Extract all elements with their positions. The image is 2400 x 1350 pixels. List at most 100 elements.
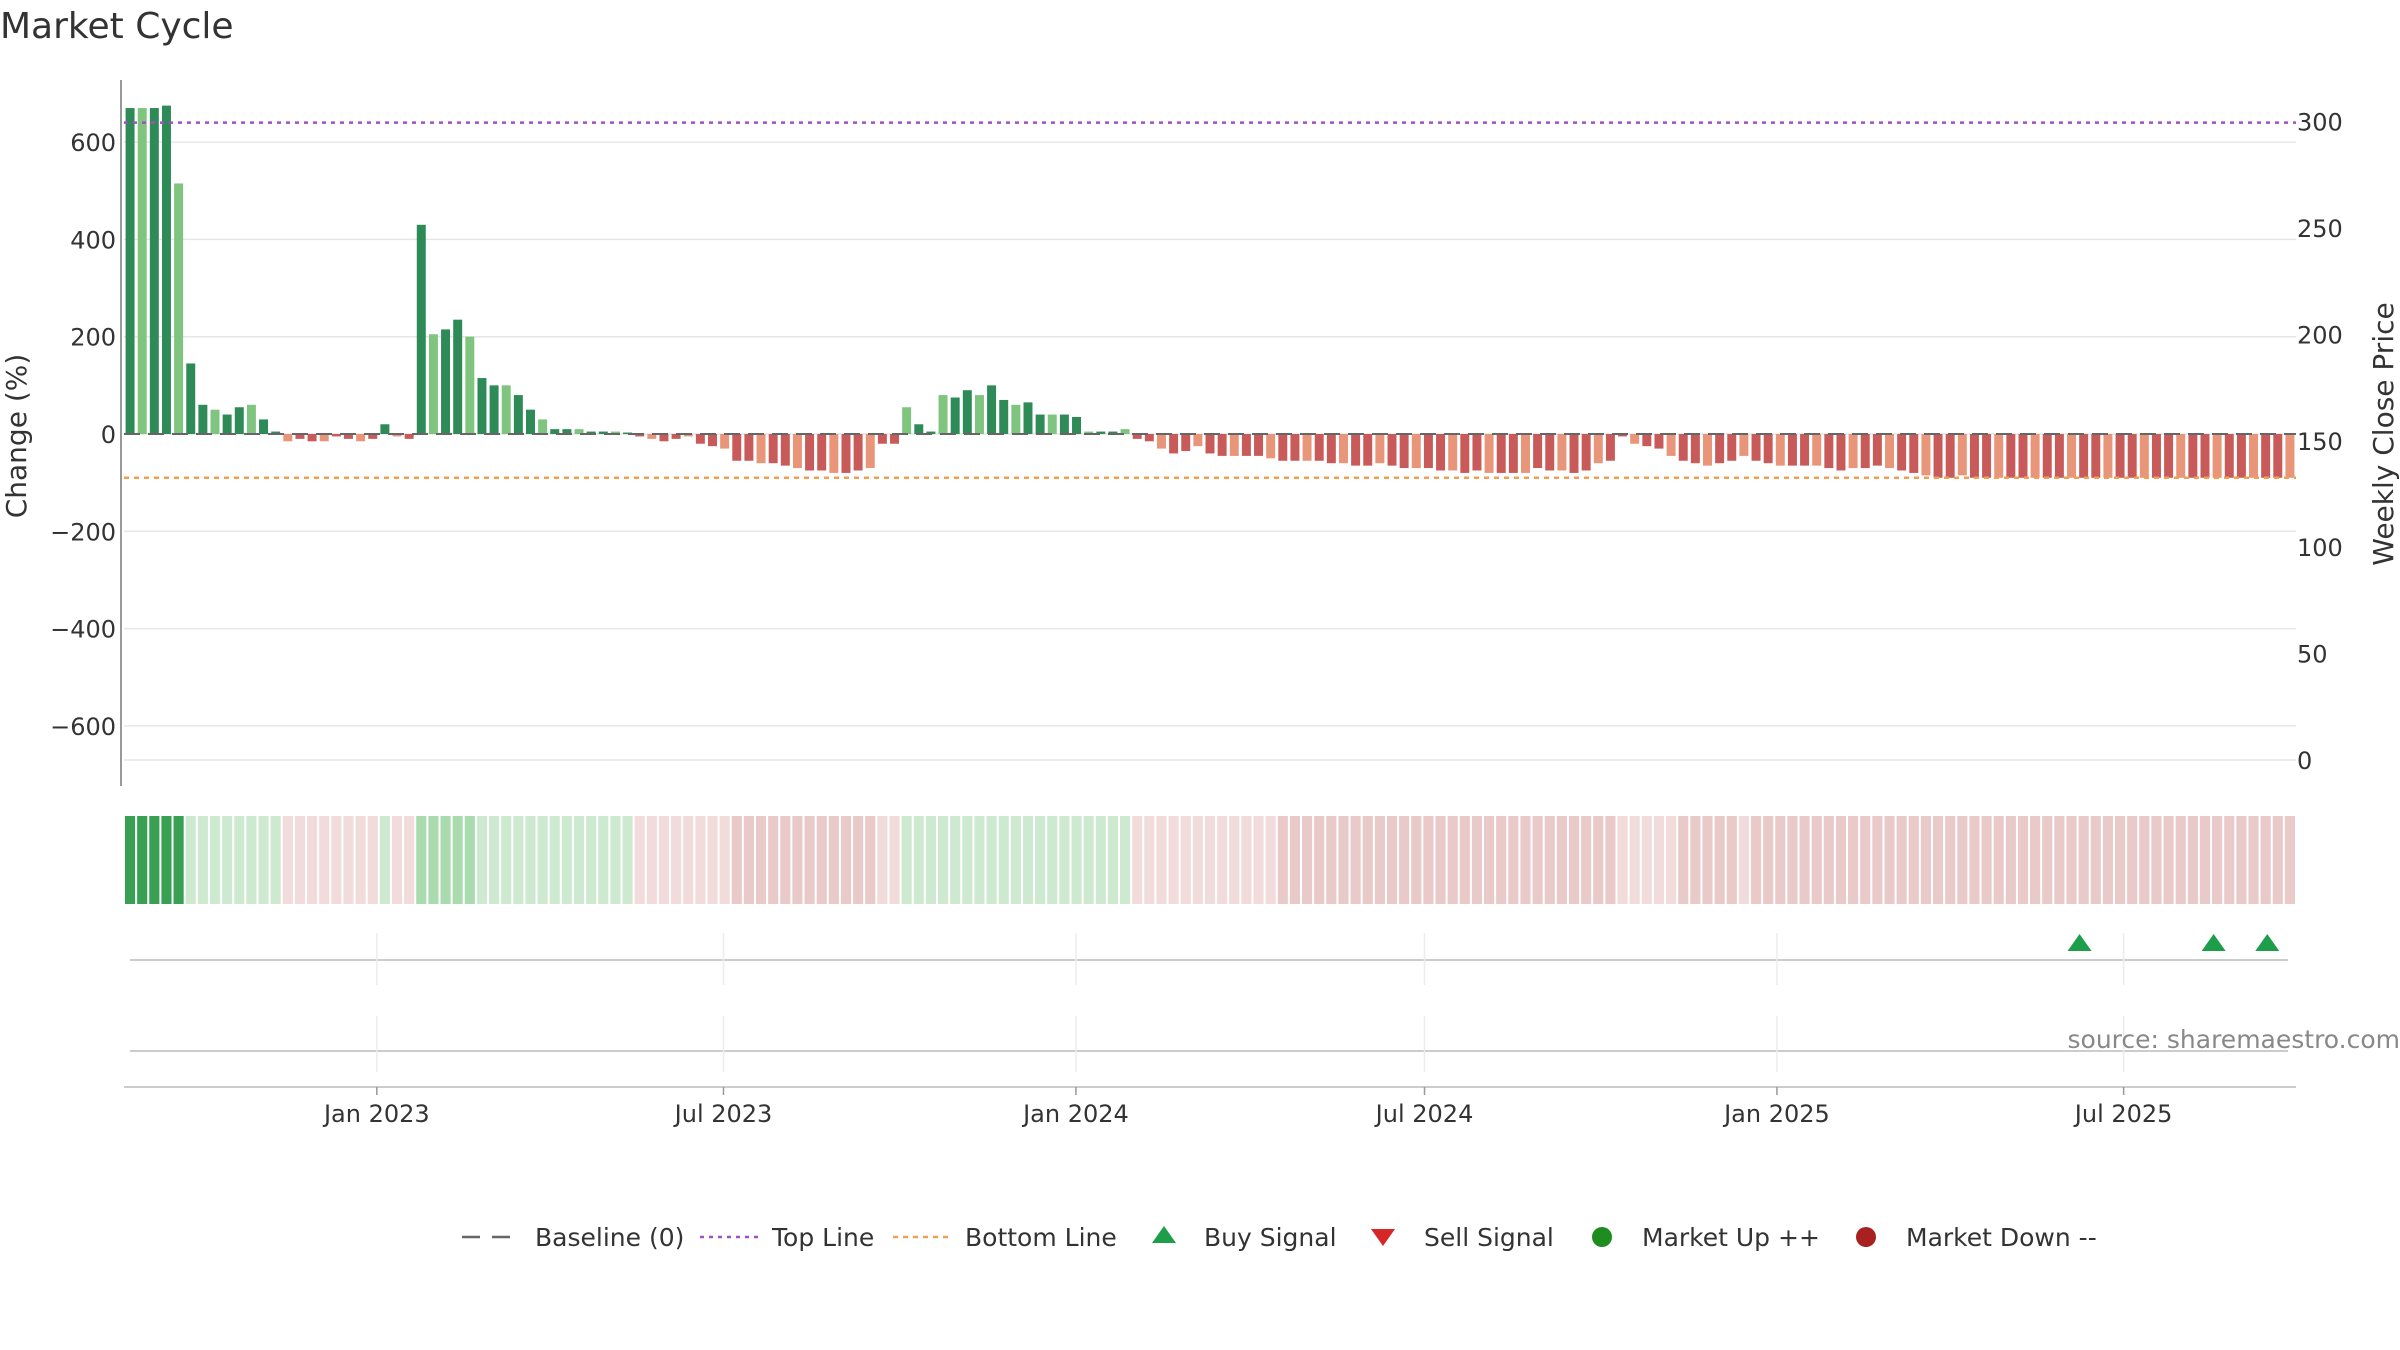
- strip-cell: [562, 816, 572, 904]
- strip-cell: [805, 816, 815, 904]
- strip-cell: [2066, 816, 2076, 904]
- change-bar: [465, 337, 474, 434]
- strip-cell: [999, 816, 1009, 904]
- change-bar: [538, 419, 547, 434]
- strip-cell: [428, 816, 438, 904]
- y2-axis-label: Weekly Close Price: [2367, 302, 2400, 565]
- strip-cell: [271, 816, 281, 904]
- strip-cell: [2188, 816, 2198, 904]
- strip-cell: [1666, 816, 1676, 904]
- strip-cell: [1169, 816, 1179, 904]
- legend-sell-signal-icon: [1371, 1229, 1395, 1246]
- change-bar: [2285, 434, 2294, 478]
- change-bar: [659, 434, 668, 441]
- change-bar: [1897, 434, 1906, 470]
- strip-cell: [1702, 816, 1712, 904]
- strip-cell: [1205, 816, 1215, 904]
- strip-cell: [2079, 816, 2089, 904]
- strip-cell: [610, 816, 620, 904]
- strip-cell: [1715, 816, 1725, 904]
- change-bar: [247, 405, 256, 434]
- change-bar: [259, 419, 268, 434]
- strip-cell: [659, 816, 669, 904]
- strip-cell: [1193, 816, 1203, 904]
- y2-tick-label: 150: [2297, 428, 2343, 456]
- strip-cell: [1484, 816, 1494, 904]
- strip-cell: [1957, 816, 1967, 904]
- strip-cell: [368, 816, 378, 904]
- strip-cell: [161, 816, 171, 904]
- change-bar: [1582, 434, 1591, 470]
- change-bar: [1375, 434, 1384, 463]
- change-bar: [829, 434, 838, 473]
- change-bar: [1278, 434, 1287, 461]
- strip-cell: [1290, 816, 1300, 904]
- strip-cell: [550, 816, 560, 904]
- market-cycle-chart: Market Cycle 6004002000−200−400−60030025…: [0, 0, 2400, 1350]
- change-bar: [223, 415, 232, 434]
- strip-cell: [1824, 816, 1834, 904]
- change-bar: [878, 434, 887, 444]
- strip-cell: [1035, 816, 1045, 904]
- change-bar: [2006, 434, 2015, 478]
- strip-cell: [1302, 816, 1312, 904]
- change-bar: [150, 108, 159, 434]
- strip-cell: [1557, 816, 1567, 904]
- change-bar: [514, 395, 523, 434]
- strip-cell: [149, 816, 159, 904]
- strip-cell: [2224, 816, 2234, 904]
- change-bar: [1206, 434, 1215, 453]
- change-bar: [2201, 434, 2210, 478]
- strip-cell: [1533, 816, 1543, 904]
- strip-cell: [974, 816, 984, 904]
- change-bar: [1388, 434, 1397, 466]
- strip-cell: [1933, 816, 1943, 904]
- change-bar: [1266, 434, 1275, 458]
- change-bar: [356, 434, 365, 441]
- strip-cell: [2006, 816, 2016, 904]
- change-bar: [2140, 434, 2149, 478]
- change-bar: [1885, 434, 1894, 468]
- strip-cell: [1023, 816, 1033, 904]
- change-bar: [1485, 434, 1494, 473]
- change-bar: [1970, 434, 1979, 478]
- strip-cell: [283, 816, 293, 904]
- change-bar: [2103, 434, 2112, 478]
- strip-cell: [732, 816, 742, 904]
- change-bar: [1788, 434, 1797, 466]
- change-bar: [126, 108, 135, 434]
- strip-cell: [1423, 816, 1433, 904]
- strip-cell: [598, 816, 608, 904]
- change-bar: [1048, 415, 1057, 434]
- x-tick-label: Jul 2025: [2073, 1100, 2173, 1128]
- change-bar: [696, 434, 705, 444]
- change-bar: [1849, 434, 1858, 468]
- strip-cell: [1617, 816, 1627, 904]
- strip-cell: [1217, 816, 1227, 904]
- strip-cell: [210, 816, 220, 904]
- buy-signal-marker: [2068, 934, 2092, 951]
- change-bar: [817, 434, 826, 470]
- strip-cell: [1909, 816, 1919, 904]
- change-bar: [757, 434, 766, 463]
- change-bar: [1327, 434, 1336, 463]
- change-bar: [2176, 434, 2185, 478]
- strip-cell: [174, 816, 184, 904]
- signal-markers: [2068, 934, 2280, 951]
- change-bar: [138, 108, 147, 434]
- strip-cell: [635, 816, 645, 904]
- y2-tick-label: 100: [2297, 534, 2343, 562]
- change-bar: [2261, 434, 2270, 478]
- change-bar: [2067, 434, 2076, 478]
- x-tick-label: Jul 2024: [1374, 1100, 1474, 1128]
- change-bar: [1436, 434, 1445, 470]
- change-bar: [1921, 434, 1930, 475]
- strip-cell: [1375, 816, 1385, 904]
- change-bar: [781, 434, 790, 466]
- change-bar: [1145, 434, 1154, 441]
- strip-cell: [1460, 816, 1470, 904]
- strip-cell: [2200, 816, 2210, 904]
- change-bar: [1072, 417, 1081, 434]
- strip-cell: [1727, 816, 1737, 904]
- strip-cell: [186, 816, 196, 904]
